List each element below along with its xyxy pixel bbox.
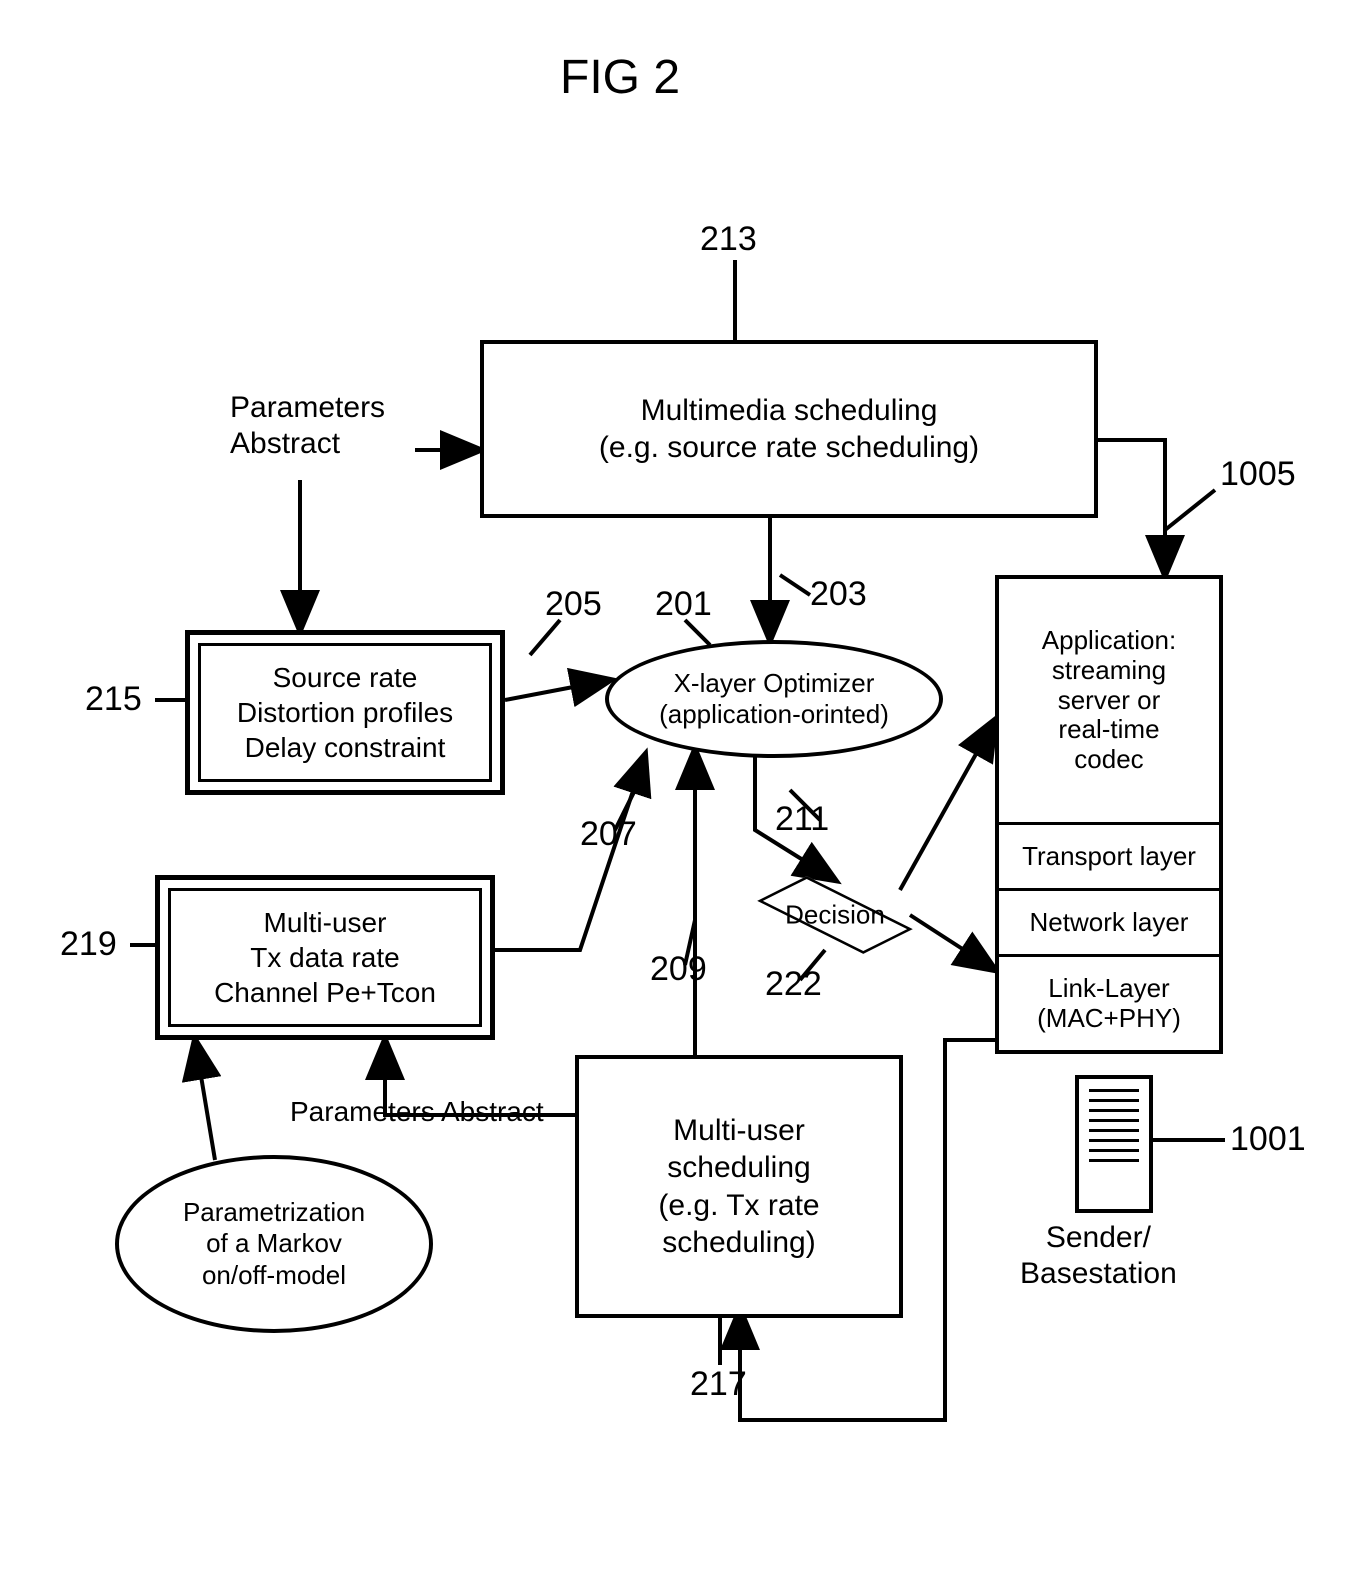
ref-1005: 1005	[1220, 455, 1296, 494]
node-label: Multimedia scheduling(e.g. source rate s…	[599, 392, 979, 467]
node-label: Parametrizationof a Markovon/off-model	[183, 1197, 365, 1291]
ref-209: 209	[650, 950, 707, 989]
ref-203: 203	[810, 575, 867, 614]
ref-222: 222	[765, 965, 822, 1004]
node-source-rate: Source rateDistortion profilesDelay cons…	[185, 630, 505, 795]
stack-cell-network: Network layer	[1030, 908, 1189, 938]
ref-213: 213	[700, 220, 757, 259]
ref-1001: 1001	[1230, 1120, 1306, 1159]
node-label: Decision	[785, 900, 885, 931]
node-xlayer-optimizer: X-layer Optimizer(application-orinted)	[605, 640, 943, 758]
ref-201: 201	[655, 585, 712, 624]
node-decision: Decision	[760, 880, 910, 950]
node-multiuser-scheduling: Multi-userscheduling(e.g. Tx rateschedul…	[575, 1055, 903, 1318]
node-label: Source rateDistortion profilesDelay cons…	[237, 660, 453, 765]
label-parameters-abstract-bottom: Parameters Abstract	[290, 1095, 544, 1129]
ref-215: 215	[85, 680, 142, 719]
node-multiuser-txrate: Multi-userTx data rateChannel Pe+Tcon	[155, 875, 495, 1040]
node-markov-callout: Parametrizationof a Markovon/off-model	[115, 1155, 433, 1333]
figure-title: FIG 2	[560, 50, 680, 105]
node-label: Multi-userTx data rateChannel Pe+Tcon	[214, 905, 436, 1010]
ref-211: 211	[775, 800, 829, 839]
node-label: Multi-userscheduling(e.g. Tx rateschedul…	[658, 1112, 819, 1262]
stack-cell-transport: Transport layer	[1022, 842, 1196, 872]
label-sender-basestation: Sender/Basestation	[1020, 1220, 1177, 1292]
node-multimedia-scheduling: Multimedia scheduling(e.g. source rate s…	[480, 340, 1098, 518]
ref-205: 205	[545, 585, 602, 624]
stack-cell-link: Link-Layer(MAC+PHY)	[1037, 974, 1181, 1034]
diagram-container: FIG 2 Multimedia scheduling(e.g. source …	[20, 20, 1361, 1551]
server-icon	[1075, 1075, 1153, 1213]
node-label: X-layer Optimizer(application-orinted)	[659, 668, 889, 730]
ref-207: 207	[580, 815, 637, 854]
label-parameters-abstract-top: ParametersAbstract	[230, 390, 385, 462]
ref-219: 219	[60, 925, 117, 964]
stack-cell-application: Application:streamingserver orreal-timec…	[1042, 626, 1176, 775]
ref-217: 217	[690, 1365, 747, 1404]
node-layer-stack: Application:streamingserver orreal-timec…	[995, 575, 1223, 1054]
